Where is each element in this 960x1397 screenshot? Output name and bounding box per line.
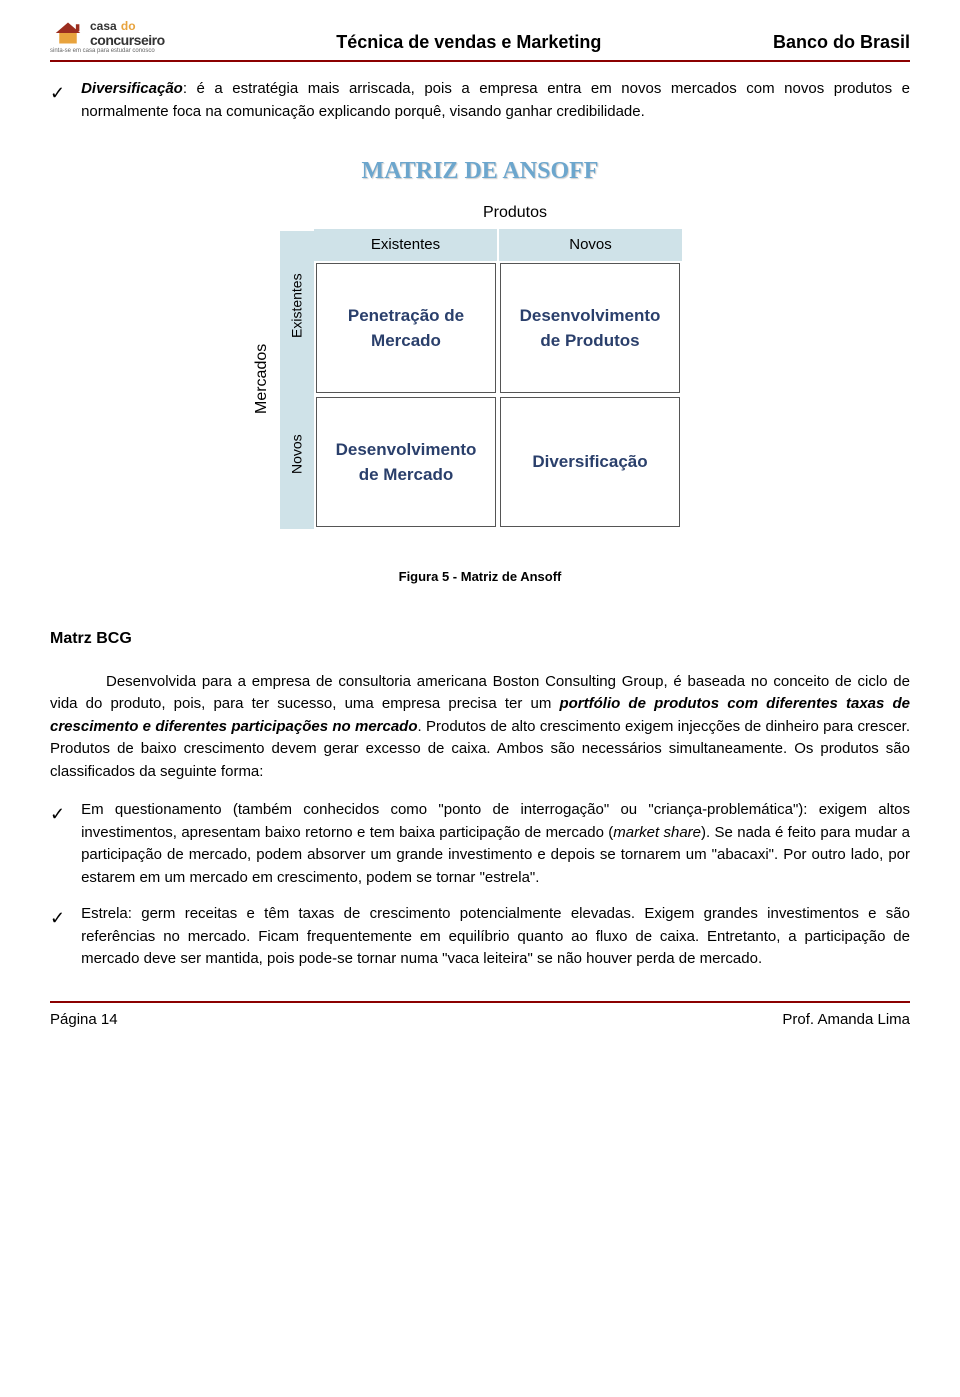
header-right: Banco do Brasil <box>773 29 910 56</box>
matrix-col-header-0: Existentes <box>314 229 499 261</box>
matrix-title: MATRIZ DE ANSOFF <box>250 153 710 189</box>
matrix-caption: Figura 5 - Matriz de Ansoff <box>50 567 910 587</box>
item1-b: market share <box>613 824 701 841</box>
item2-text: Estrela: germ receitas e têm taxas de cr… <box>81 903 910 971</box>
matrix-cell-1-0: Desenvolvimento de Mercado <box>316 397 496 527</box>
matrix-row-header-1: Novos <box>280 380 314 529</box>
matrix-cell-0-1: Desenvolvimento de Produtos <box>500 263 680 393</box>
house-icon <box>50 19 86 47</box>
logo-text-concurseiro: concurseiro <box>90 33 165 47</box>
page: casa do concurseiro sinta-se em casa par… <box>0 0 960 1061</box>
page-header: casa do concurseiro sinta-se em casa par… <box>50 18 910 62</box>
footer-left: Página 14 <box>50 1009 118 1032</box>
matrix-cell-0-0: Penetração de Mercado <box>316 263 496 393</box>
header-title: Técnica de vendas e Marketing <box>165 29 773 56</box>
matrix-col-header-1: Novos <box>499 229 682 261</box>
para-bcg-intro: Desenvolvida para a empresa de consultor… <box>50 671 910 784</box>
check-icon: ✓ <box>50 905 65 932</box>
matrix-row-headers: Existentes Novos <box>280 229 314 529</box>
matrix-col-headers: Existentes Novos <box>314 229 682 261</box>
bullet-questionamento: ✓ Em questionamento (também conhecidos c… <box>50 799 910 889</box>
page-footer: Página 14 Prof. Amanda Lima <box>50 1001 910 1032</box>
bullet-diversificacao: ✓ Diversificação: é a estratégia mais ar… <box>50 78 910 123</box>
ansoff-matrix: MATRIZ DE ANSOFF Produtos Mercados Exist… <box>50 153 910 543</box>
matrix-top-label: Produtos <box>320 201 710 225</box>
text-diversificacao: : é a estratégia mais arriscada, pois a … <box>81 80 910 120</box>
matrix-cell-1-1: Diversificação <box>500 397 680 527</box>
term-diversificacao: Diversificação <box>81 80 183 97</box>
footer-right: Prof. Amanda Lima <box>782 1009 910 1032</box>
logo-subtitle: sinta-se em casa para estudar conosco <box>50 47 155 56</box>
check-icon: ✓ <box>50 801 65 828</box>
logo-text-do: do <box>121 19 136 33</box>
bullet-estrela: ✓ Estrela: germ receitas e têm taxas de … <box>50 903 910 971</box>
matrix-left-label: Mercados <box>250 249 274 509</box>
logo: casa do concurseiro sinta-se em casa par… <box>50 18 165 56</box>
check-icon: ✓ <box>50 80 65 107</box>
heading-bcg: Matrz BCG <box>50 627 910 651</box>
logo-text-casa: casa <box>90 19 117 33</box>
matrix-row-header-0: Existentes <box>280 229 314 380</box>
